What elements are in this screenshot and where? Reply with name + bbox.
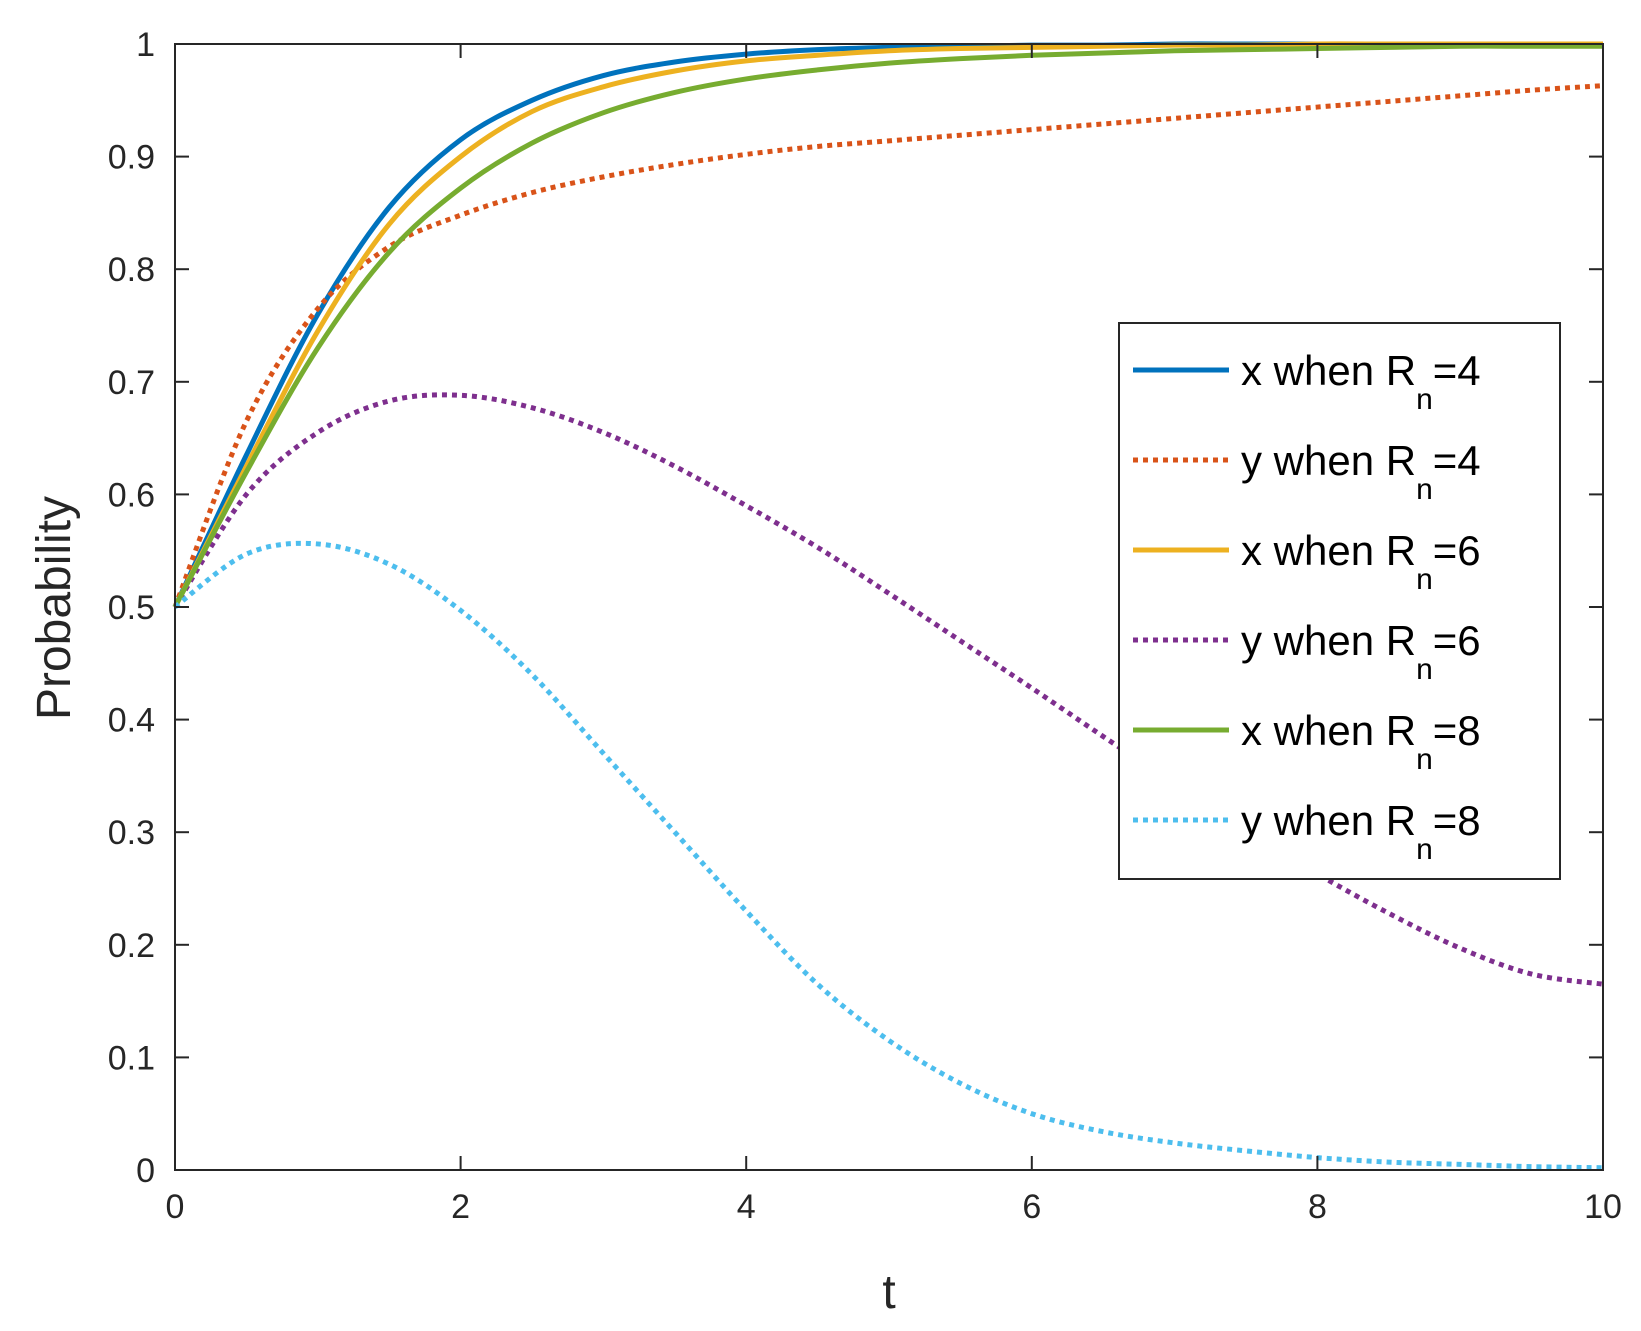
x-tick-label: 4 <box>737 1188 756 1226</box>
legend-label-subscript: n <box>1416 383 1433 416</box>
x-tick-label: 10 <box>1584 1188 1622 1226</box>
x-tick-label: 2 <box>451 1188 470 1226</box>
legend-label-subscript: n <box>1416 743 1433 776</box>
series-line-x8 <box>172 43 1603 609</box>
series-line-y8 <box>173 540 1604 1171</box>
legend-label-x4: x when Rn=4 <box>1241 347 1481 416</box>
y-tick-label: 0.9 <box>108 139 155 177</box>
y-tick-label: 0 <box>136 1152 155 1190</box>
y-tick-label: 0.7 <box>108 364 155 402</box>
series-line-y6 <box>172 392 1604 987</box>
x-tick-label: 6 <box>1022 1188 1041 1226</box>
legend-label-subscript: n <box>1416 563 1433 596</box>
y-tick-label: 1 <box>136 26 155 64</box>
legend-label-x6: x when Rn=6 <box>1241 527 1481 596</box>
legend: x when Rn=4y when Rn=4x when Rn=6y when … <box>1118 322 1561 880</box>
legend-label-subscript: n <box>1416 473 1433 506</box>
legend-label-main: y when R <box>1241 617 1416 664</box>
y-tick-label: 0.2 <box>108 927 155 965</box>
legend-label-main: x when R <box>1241 347 1416 394</box>
legend-label-subscript: n <box>1416 833 1433 866</box>
legend-label-value: =8 <box>1433 707 1481 754</box>
legend-label-subscript: n <box>1416 653 1433 686</box>
y-tick-label: 0.5 <box>108 589 155 627</box>
legend-label-value: =4 <box>1433 347 1481 394</box>
series-line-y4 <box>172 83 1604 608</box>
y-tick-label: 0.8 <box>108 251 155 289</box>
x-tick-label: 0 <box>166 1188 185 1226</box>
y-tick-label: 0.4 <box>108 702 155 740</box>
x-axis-label: t <box>882 1266 895 1319</box>
legend-label-value: =8 <box>1433 797 1481 844</box>
y-tick-label: 0.1 <box>108 1039 155 1077</box>
legend-label-x8: x when Rn=8 <box>1241 707 1481 776</box>
legend-box <box>1118 322 1561 880</box>
legend-label-value: =6 <box>1433 617 1481 664</box>
x-tick-label: 8 <box>1308 1188 1327 1226</box>
legend-label-main: y when R <box>1241 437 1416 484</box>
legend-label-y4: y when Rn=4 <box>1241 437 1481 506</box>
axis-labels: t Probability <box>28 496 896 1319</box>
legend-label-y8: y when Rn=8 <box>1241 797 1481 866</box>
legend-label-value: =6 <box>1433 527 1481 574</box>
y-tick-label: 0.3 <box>108 814 155 852</box>
legend-label-main: y when R <box>1241 797 1416 844</box>
legend-label-value: =4 <box>1433 437 1481 484</box>
axes: 0 2 4 6 8 10 0 0.1 0.2 0.3 0.4 0.5 0.6 0.7 0.8 0.9 1 <box>108 26 1622 1226</box>
legend-label-main: x when R <box>1241 707 1416 754</box>
y-axis-label: Probability <box>28 496 81 720</box>
legend-label-y6: y when Rn=6 <box>1241 617 1481 686</box>
y-tick-label: 0.6 <box>108 476 155 514</box>
legend-label-main: x when R <box>1241 527 1416 574</box>
